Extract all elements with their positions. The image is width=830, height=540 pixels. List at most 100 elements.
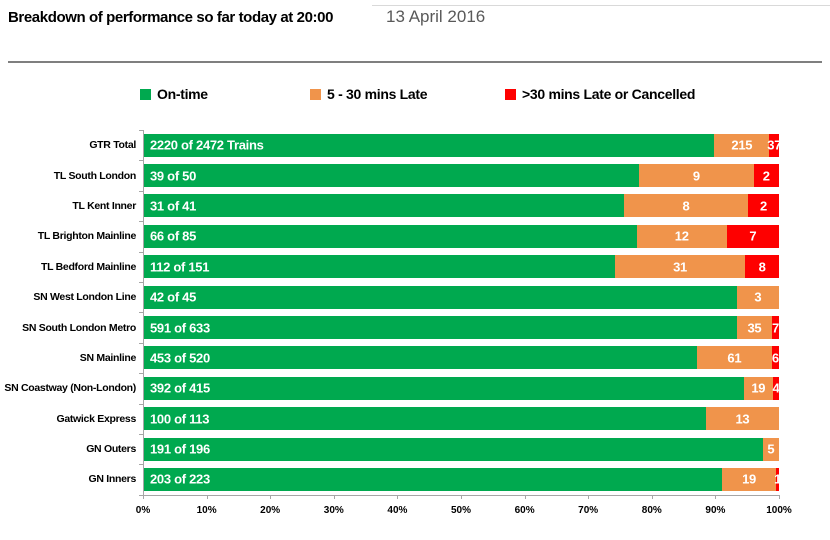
- x-axis-tick: [270, 495, 272, 499]
- segment-value-label: 2220 of 2472 Trains: [150, 137, 264, 153]
- legend-item: >30 mins Late or Cancelled: [505, 86, 695, 102]
- legend-item: 5 - 30 mins Late: [310, 86, 428, 102]
- category-axis-tick: [139, 373, 143, 375]
- bar-track: 2220 of 2472 Trains 215 37: [143, 133, 782, 157]
- category-axis-tick: [139, 160, 143, 162]
- x-axis-tick-label: 50%: [450, 505, 472, 516]
- segment-value-label: 13: [735, 411, 750, 427]
- late-30-cancelled-segment: 1: [774, 467, 781, 491]
- category-axis-tick: [139, 494, 143, 496]
- category-label: TL Kent Inner: [72, 199, 136, 212]
- x-axis-tick: [524, 495, 526, 499]
- segment-value-label: 37: [767, 137, 782, 153]
- on-time-segment: 31 of 41: [143, 194, 624, 218]
- category-label: SN Mainline: [79, 351, 137, 364]
- bar-track: 66 of 85 12 7: [143, 224, 779, 248]
- legend-item: On-time: [140, 86, 208, 102]
- late-5-30-segment: 61: [697, 346, 772, 370]
- chart-row: GTR Total 2220 of 2472 Trains 215 37: [0, 130, 782, 160]
- category-axis-tick: [139, 251, 143, 253]
- segment-value-label: 12: [674, 228, 689, 244]
- legend-swatch: [505, 88, 516, 100]
- x-axis-tick-label: 0%: [135, 505, 151, 516]
- category-label: GTR Total: [89, 139, 136, 152]
- x-axis-tick: [333, 495, 335, 499]
- late-5-30-segment: 19: [721, 467, 777, 491]
- x-axis-tick: [588, 495, 590, 499]
- chart-row: TL Kent Inner 31 of 41 8 2: [0, 191, 782, 221]
- category-label: TL South London: [53, 169, 137, 182]
- bar-track: 112 of 151 31 8: [143, 255, 779, 279]
- divider: [8, 61, 822, 63]
- x-axis-tick-label: 90%: [705, 505, 726, 516]
- x-axis-tick: [779, 495, 780, 499]
- category-axis-tick: [139, 342, 143, 344]
- category-label: SN South London Metro: [22, 321, 136, 334]
- chart-row: SN Mainline 453 of 520 61 6: [0, 343, 782, 373]
- x-axis-tick-label: 40%: [387, 505, 408, 516]
- on-time-segment: 453 of 520: [143, 346, 698, 370]
- segment-value-label: 42 of 45: [150, 289, 197, 305]
- category-axis-tick: [139, 464, 143, 466]
- category-axis-tick: [139, 312, 143, 314]
- segment-value-label: 31: [673, 259, 687, 275]
- legend-swatch: [140, 88, 151, 100]
- late-30-cancelled-segment: 8: [745, 255, 779, 279]
- x-axis-tick: [143, 495, 144, 499]
- segment-value-label: 100 of 113: [150, 411, 210, 427]
- late-30-cancelled-segment: 6: [771, 346, 779, 370]
- late-5-30-segment: 13: [705, 407, 779, 431]
- segment-value-label: 3: [754, 289, 762, 305]
- late-30-cancelled-segment: 7: [771, 316, 779, 340]
- on-time-segment: 42 of 45: [143, 285, 737, 309]
- on-time-segment: 392 of 415: [143, 376, 744, 400]
- x-axis-tick: [651, 495, 653, 499]
- category-label: Gatwick Express: [56, 412, 136, 425]
- segment-value-label: 112 of 151: [150, 259, 210, 275]
- segment-value-label: 7: [772, 320, 779, 336]
- page-title: Breakdown of performance so far today at…: [8, 9, 334, 26]
- performance-chart: GTR Total 2220 of 2472 Trains 215 37 TL Sout…: [0, 130, 782, 495]
- x-axis-tick: [715, 495, 717, 499]
- segment-value-label: 591 of 633: [150, 320, 210, 336]
- bar-track: 100 of 113 13: [143, 407, 779, 431]
- x-axis-tick-label: 30%: [323, 505, 344, 516]
- segment-value-label: 39 of 50: [150, 168, 197, 184]
- on-time-segment: 191 of 196: [143, 437, 763, 461]
- legend-label: On-time: [157, 86, 208, 102]
- on-time-segment: 2220 of 2472 Trains: [143, 133, 715, 157]
- segment-value-label: 392 of 415: [150, 380, 210, 396]
- legend-label: 5 - 30 mins Late: [327, 86, 428, 102]
- chart-row: TL Brighton Mainline 66 of 85 12 7: [0, 221, 782, 251]
- segment-value-label: 19: [751, 380, 766, 396]
- segment-value-label: 6: [771, 350, 779, 366]
- segment-value-label: 35: [747, 320, 762, 336]
- segment-value-label: 2: [762, 168, 770, 184]
- segment-value-label: 19: [742, 471, 756, 487]
- late-5-30-segment: 8: [623, 194, 748, 218]
- legend-label: >30 mins Late or Cancelled: [522, 86, 696, 102]
- segment-value-label: 31 of 41: [150, 198, 197, 214]
- on-time-segment: 66 of 85: [143, 224, 637, 248]
- bar-track: 453 of 520 61 6: [143, 346, 779, 370]
- late-5-30-segment: 5: [762, 437, 779, 461]
- segment-value-label: 8: [758, 259, 766, 275]
- category-label: GN Outers: [86, 443, 136, 456]
- category-axis-tick: [139, 190, 143, 192]
- segment-value-label: 2: [760, 198, 767, 214]
- chart-row: TL South London 39 of 50 9 2: [0, 160, 782, 190]
- chart-row: SN Coastway (Non-London) 392 of 415 19 4: [0, 373, 782, 403]
- on-time-segment: 39 of 50: [143, 164, 640, 188]
- bar-track: 31 of 41 8 2: [143, 194, 779, 218]
- bar-track: 42 of 45 3: [143, 285, 779, 309]
- x-axis-tick-label: 20%: [260, 505, 281, 516]
- segment-value-label: 4: [772, 380, 780, 396]
- on-time-segment: 591 of 633: [143, 316, 737, 340]
- x-axis-tick-label: 80%: [641, 505, 662, 516]
- segment-value-label: 215: [731, 137, 753, 153]
- chart-row: TL Bedford Mainline 112 of 151 31 8: [0, 252, 782, 282]
- segment-value-label: 191 of 196: [150, 441, 210, 457]
- x-axis-tick: [206, 495, 208, 499]
- bar-track: 39 of 50 9 2: [143, 164, 779, 188]
